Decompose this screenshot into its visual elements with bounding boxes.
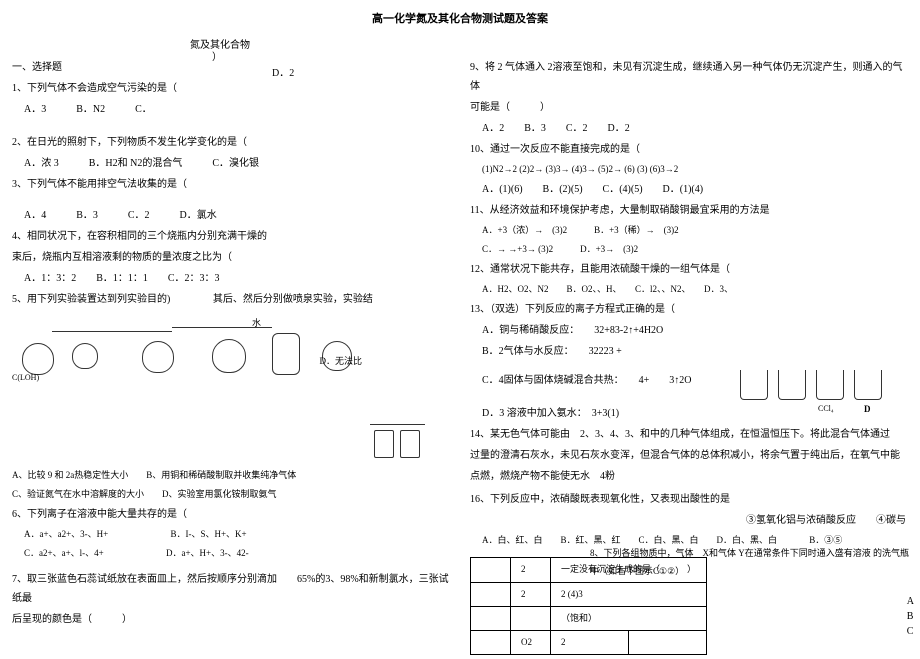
q14-stem: 14、某无色气体可能由 2、3、4、3、和中的几种气体组成，在恒温恒压下。将此混… bbox=[470, 425, 910, 444]
letter-c: C bbox=[907, 624, 914, 639]
q3-stem: 3、下列气体不能用排空气法收集的是（ bbox=[12, 175, 452, 194]
section-heading: 一、选择题 bbox=[12, 62, 62, 73]
flask-icon bbox=[142, 341, 174, 373]
q10-steps: (1)N2→2 (2)2→ (3)3→ (4)3→ (5)2→ (6) (3) … bbox=[482, 161, 910, 178]
q5-stem: 5、用下列实验装置达到列实验目的) bbox=[12, 294, 170, 305]
q16-note: ③氢氧化铝与浓硝酸反应 ④碳与 bbox=[470, 511, 910, 530]
beaker-label-d: D bbox=[864, 404, 871, 414]
q5-option-c: C、验证氮气在水中溶解度的大小 D、实验室用氯化铵制取氨气 bbox=[12, 486, 452, 503]
q1-stem: 1、下列气体不会造成空气污染的是（ bbox=[12, 79, 452, 98]
table-cell bbox=[511, 606, 551, 630]
q6-option-a: A．a+、a2+、3-、H+ bbox=[24, 529, 108, 539]
q5-d-option: D．无法比 bbox=[320, 353, 363, 370]
stray-paren: ） bbox=[212, 48, 222, 67]
q4-options: A．1：3：2 B．1：1：1 C．2：3：3 bbox=[24, 269, 452, 288]
retort-icon bbox=[272, 333, 300, 375]
table-cell bbox=[471, 606, 511, 630]
table-row: O2 2 bbox=[471, 630, 707, 654]
table-cell: 2 bbox=[511, 582, 551, 606]
q10-options: A．(1)(6) B．(2)(5) C．(4)(5) D．(1)(4) bbox=[482, 180, 910, 199]
beaker-icon bbox=[740, 370, 768, 400]
q14-stem-b: 过量的澄清石灰水，未见石灰水变浑，但混合气体的总体积减小，将余气置于纯出后，在氧… bbox=[470, 446, 910, 465]
q14-stem-c: 点燃，燃烧产物不能使无水 4粉 bbox=[470, 467, 910, 486]
q2-options: A．浓 3 B．H2和 N2的混合气 C．溴化银 bbox=[24, 154, 452, 173]
letter-a: A bbox=[907, 594, 914, 609]
q16-options-right: B．③⑤ bbox=[809, 535, 842, 545]
q13-option-a: A．铜与稀硝酸反应： 32+83-2↑+4H2O bbox=[482, 321, 910, 340]
apparatus-diagram: C(LOH) 水 D．无法比 bbox=[12, 313, 372, 383]
beaker-label: CCl₄ bbox=[818, 404, 834, 413]
table-cell bbox=[471, 582, 511, 606]
tube-line bbox=[370, 424, 425, 425]
q11-options-a: A．+3（浓）→ (3)2 B．+3（稀）→ (3)2 bbox=[482, 222, 910, 239]
q16-options: A．白、红、白 B．红、黑、红 C．白、黑、白 D．白、黑、白 bbox=[482, 535, 777, 545]
q6-option-c: C．a2+、a+、l-、4+ bbox=[24, 548, 104, 558]
q10-stem: 10、通过一次反应不能直接完成的是（ bbox=[470, 140, 910, 159]
test-tube-icon bbox=[374, 430, 394, 458]
q5-option-a: A、比较 9 和 2a热稳定性大小 B、用铜和稀硝酸制取并收集纯净气体 bbox=[12, 467, 452, 484]
q12-options: A．H2、O2、N2 B．O2、、H、 C．l2、、N2、 D．3、 bbox=[482, 281, 910, 298]
table-cell: O2 bbox=[511, 630, 551, 654]
exam-title: 高一化学氮及其化合物测试题及答案 bbox=[0, 10, 920, 26]
q2-stem: 2、在日光的照射下，下列物质不发生化学变化的是（ bbox=[12, 133, 452, 152]
diagram-label: C(LOH) bbox=[12, 370, 39, 385]
beaker-icon bbox=[816, 370, 844, 400]
q8-stem: 8、下列各组物质中，气体 X和气体 Y在通常条件下同时通入盛有溶液 的洗气瓶中（… bbox=[590, 545, 910, 579]
q5-extra: 其后、然后分别做喷泉实验，实验结 bbox=[213, 294, 373, 305]
table-cell bbox=[629, 630, 707, 654]
table-cell: 2 bbox=[511, 558, 551, 582]
q13-stem: 13、（双选）下列反应的离子方程式正确的是（ bbox=[470, 300, 910, 319]
stray-d2: D．2 bbox=[272, 64, 294, 83]
q6-option-d: D．a+、H+、3-、42- bbox=[166, 548, 249, 558]
q11-stem: 11、从经济效益和环境保护考虑，大量制取硝酸铜最宜采用的方法是 bbox=[470, 201, 910, 220]
q9-options: A．2 B．3 C．2 D．2 bbox=[482, 119, 910, 138]
table-cell: （饱和） bbox=[551, 606, 707, 630]
q16-stem: 16、下列反应中，浓硝酸既表现氧化性，又表现出酸性的是 bbox=[470, 490, 910, 509]
table-cell bbox=[471, 630, 511, 654]
letter-b: B bbox=[907, 609, 914, 624]
beaker-icon bbox=[778, 370, 806, 400]
gas-collect-diagram bbox=[370, 420, 426, 466]
beaker-diagram-row: CCl₄ D bbox=[740, 370, 910, 420]
q12-stem: 12、通常状况下能共存，且能用浓硫酸干燥的一组气体是（ bbox=[470, 260, 910, 279]
table-row: 2 2 (4)3 bbox=[471, 582, 707, 606]
right-column: 9、将 2 气体通入 2溶液至饱和，未见有沉淀生成，继续通入另一种气体仍无沉淀产… bbox=[470, 58, 910, 659]
q9-stem: 9、将 2 气体通入 2溶液至饱和，未见有沉淀生成，继续通入另一种气体仍无沉淀产… bbox=[470, 58, 910, 96]
q9-stem-b: 可能是（ ） bbox=[470, 98, 910, 117]
table-cell: 2 (4)3 bbox=[551, 582, 707, 606]
q3-options: A．4 B．3 C．2 D．氯水 bbox=[24, 210, 217, 221]
table-row: （饱和） bbox=[471, 606, 707, 630]
q4-stem: 4、相同状况下，在容积相同的三个烧瓶内分别充满干燥的 bbox=[12, 227, 452, 246]
q1-options: A．3 B．N2 C． bbox=[24, 100, 452, 119]
test-tube-icon bbox=[400, 430, 420, 458]
q6-stem: 6、下列离子在溶液中能大量共存的是（ bbox=[12, 505, 452, 524]
beaker-icon bbox=[854, 370, 882, 400]
q11-options-b: C．→ →+3→ (3)2 D．+3→ (3)2 bbox=[482, 241, 910, 258]
left-column: 一、选择题 ） D．2 1、下列气体不会造成空气污染的是（ A．3 B．N2 C… bbox=[12, 58, 452, 631]
q4-stem-b: 束后，烧瓶内互相溶液剩的物质的量浓度之比为（ bbox=[12, 248, 452, 267]
table-cell: 2 bbox=[551, 630, 629, 654]
flask-icon bbox=[212, 339, 246, 373]
tube-line bbox=[52, 331, 172, 332]
q13-option-b: B．2气体与水反应： 32223 + bbox=[482, 342, 910, 361]
table-cell bbox=[471, 558, 511, 582]
q7-stem-b: 后呈现的颜色是（ ） bbox=[12, 610, 452, 629]
flask-icon bbox=[72, 343, 98, 369]
answer-letters: A B C bbox=[907, 594, 914, 639]
q7-stem: 7、取三张蓝色石蕊试纸放在表面皿上，然后按顺序分别滴加 65%的3、98%和新制… bbox=[12, 570, 452, 608]
q6-option-b: B．I-、S、H+、K+ bbox=[170, 529, 246, 539]
